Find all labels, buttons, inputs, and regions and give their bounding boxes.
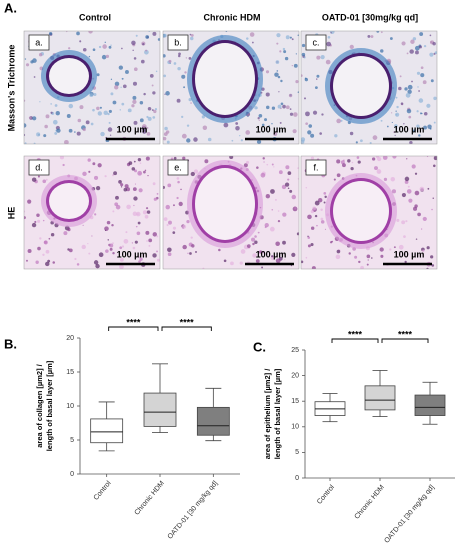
x-tick-label: Chronic HDM	[134, 480, 166, 517]
scale-label: 100 µm	[256, 249, 287, 259]
row-header: Masson's Trichrome	[6, 45, 16, 132]
letter-box	[28, 159, 50, 176]
y-tick-label: 5	[295, 449, 299, 456]
scale-label: 100 µm	[117, 124, 148, 134]
panel-letter: b.	[174, 37, 182, 47]
micrograph: a. 100 µm	[23, 30, 161, 145]
scale-label: 100 µm	[394, 249, 425, 259]
y-tick-label: 5	[70, 437, 74, 444]
letter-box	[28, 34, 50, 51]
significance-bracket	[331, 338, 379, 343]
letter-box	[305, 34, 327, 51]
column-header: Chronic HDM	[204, 12, 261, 22]
significance-label: ****	[348, 329, 363, 339]
significance-label: ****	[180, 317, 195, 327]
scale-label: 100 µm	[117, 249, 148, 259]
panel-label: B.	[4, 336, 17, 351]
panel-border	[23, 30, 161, 145]
panel-border	[300, 30, 438, 145]
panel-letter: d.	[35, 162, 43, 172]
y-tick-label: 25	[291, 347, 299, 354]
y-tick-label: 20	[291, 372, 299, 379]
y-axis-label: area of collagen [µm2] /	[35, 363, 44, 447]
y-tick-label: 10	[291, 424, 299, 431]
scale-label: 100 µm	[394, 124, 425, 134]
scale-label: 100 µm	[256, 124, 287, 134]
y-tick-label: 0	[70, 471, 74, 478]
panel-border	[162, 155, 300, 270]
y-axis-label: length of basal layer [µm]	[45, 360, 54, 451]
panel-letter: e.	[174, 162, 182, 172]
column-header: Control	[79, 12, 111, 22]
significance-label: ****	[126, 317, 141, 327]
micrograph: d. 100 µm	[23, 155, 161, 270]
column-header: OATD-01 [30mg/kg qd]	[322, 12, 418, 22]
micrograph: e. 100 µm	[162, 155, 300, 270]
y-tick-label: 15	[66, 369, 74, 376]
x-tick-label: OATD-01 [30 mg/kg qd]	[383, 484, 436, 545]
micrograph: b. 100 µm	[162, 30, 300, 145]
y-tick-label: 15	[291, 398, 299, 405]
micrograph: f. 100 µm	[300, 155, 438, 270]
letter-box	[167, 34, 189, 51]
x-tick-label: Chronic HDM	[354, 484, 386, 521]
y-axis-label: area of epithelium [µm2] /	[263, 368, 272, 460]
panel-label: A.	[4, 0, 17, 15]
y-tick-label: 10	[66, 403, 74, 410]
box	[196, 406, 230, 436]
significance-bracket	[161, 326, 212, 331]
box	[143, 392, 177, 427]
y-axis-label: length of basal layer [µm]	[273, 368, 282, 459]
x-tick-label: Control	[316, 484, 336, 506]
panel-border	[23, 155, 161, 270]
row-header: HE	[6, 207, 16, 220]
box	[414, 394, 446, 416]
significance-label: ****	[398, 329, 413, 339]
panel-border	[300, 155, 438, 270]
box	[90, 418, 124, 444]
panel-letter: c.	[312, 37, 319, 47]
letter-box	[305, 159, 327, 176]
x-tick-label: OATD-01 [30 mg/kg qd]	[167, 480, 220, 541]
box	[364, 385, 396, 411]
panel-label: C.	[253, 339, 266, 354]
y-tick-label: 0	[295, 475, 299, 482]
y-tick-label: 20	[66, 335, 74, 342]
panel-letter: f.	[313, 162, 318, 172]
x-tick-label: Control	[93, 480, 113, 502]
micrograph: c. 100 µm	[300, 30, 438, 145]
panel-letter: a.	[35, 37, 43, 47]
significance-bracket	[381, 338, 429, 343]
panel-border	[162, 30, 300, 145]
letter-box	[167, 159, 189, 176]
significance-bracket	[108, 326, 159, 331]
